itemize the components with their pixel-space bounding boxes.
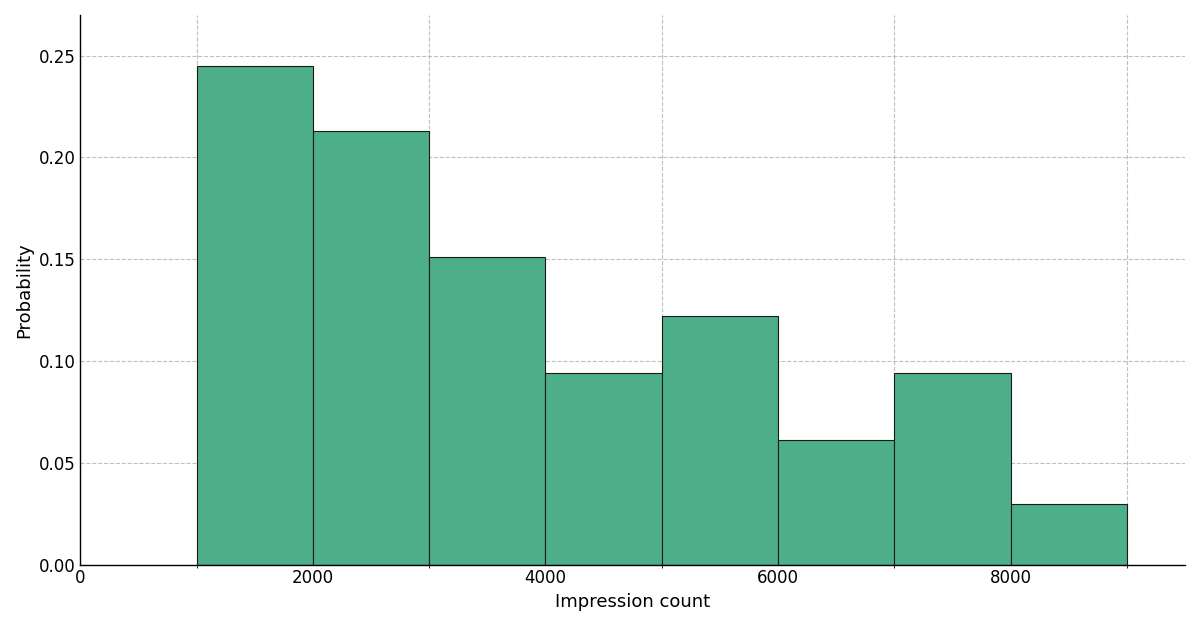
Bar	[546, 373, 661, 565]
Bar	[1010, 503, 1127, 565]
Bar	[197, 66, 313, 565]
Y-axis label: Probability: Probability	[14, 242, 32, 337]
X-axis label: Impression count: Impression count	[556, 593, 710, 611]
Bar	[430, 257, 546, 565]
Bar	[661, 316, 778, 565]
Bar	[778, 441, 894, 565]
Bar	[313, 131, 430, 565]
Bar	[894, 373, 1010, 565]
